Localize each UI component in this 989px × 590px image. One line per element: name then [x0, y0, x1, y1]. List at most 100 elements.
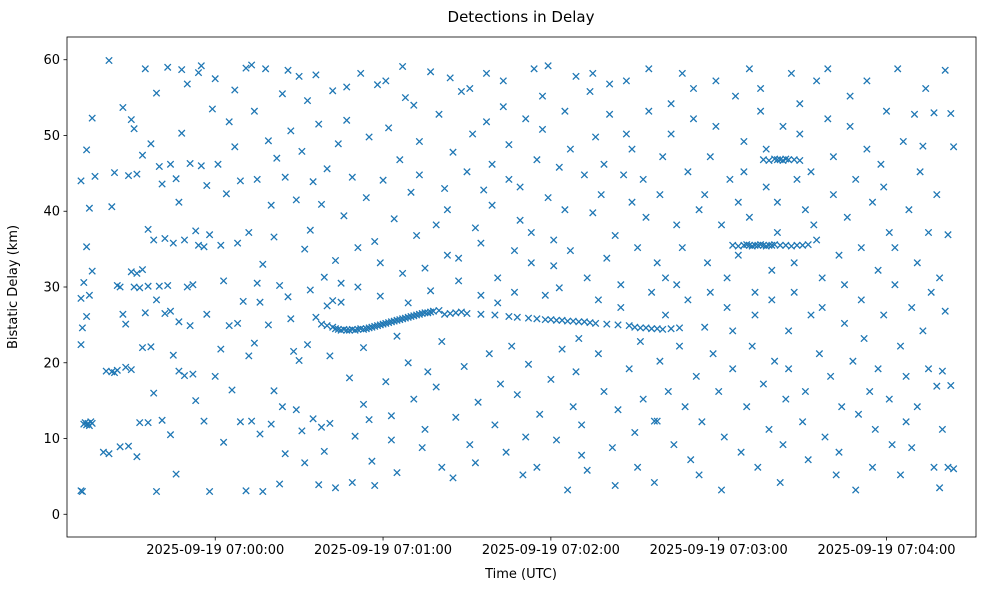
data-point-marker — [902, 372, 910, 381]
data-point-marker — [793, 241, 801, 249]
data-point-marker — [197, 162, 205, 170]
data-point-marker — [432, 383, 440, 391]
data-point-marker — [88, 114, 96, 122]
data-point-marker — [522, 433, 530, 441]
data-point-marker — [622, 77, 631, 85]
data-point-marker — [784, 365, 793, 373]
data-point-marker — [614, 321, 622, 329]
data-point-marker — [935, 274, 944, 282]
data-point-marker — [124, 171, 133, 180]
data-point-marker — [284, 293, 292, 301]
data-point-marker — [550, 236, 558, 244]
data-point-marker — [790, 288, 798, 296]
data-point-marker — [941, 307, 949, 315]
data-point-marker — [320, 273, 328, 281]
data-point-marker — [368, 457, 376, 465]
data-point-marker — [491, 311, 499, 319]
data-point-marker — [594, 296, 603, 304]
data-point-marker — [547, 375, 555, 384]
y-tick-label: 10 — [43, 432, 60, 447]
data-point-marker — [203, 310, 211, 318]
data-point-marker — [569, 403, 577, 411]
data-point-marker — [790, 259, 798, 267]
data-point-marker — [530, 65, 538, 73]
data-point-marker — [874, 365, 882, 373]
data-point-marker — [309, 415, 317, 423]
data-point-marker — [133, 453, 141, 461]
data-point-marker — [566, 246, 575, 255]
data-point-marker — [938, 367, 947, 375]
data-point-marker — [228, 386, 236, 394]
data-point-marker — [147, 140, 155, 148]
data-point-marker — [329, 296, 337, 305]
data-point-marker — [826, 372, 835, 381]
data-point-marker — [790, 156, 798, 164]
data-point-marker — [667, 100, 675, 108]
data-point-marker — [122, 320, 130, 328]
data-point-marker — [821, 433, 829, 441]
data-point-marker — [166, 307, 175, 315]
data-point-marker — [329, 87, 337, 95]
data-point-marker — [396, 156, 404, 164]
data-point-marker — [765, 156, 773, 165]
data-point-marker — [393, 468, 401, 477]
data-point-marker — [317, 320, 326, 328]
data-point-marker — [454, 254, 463, 262]
data-point-marker — [734, 242, 742, 250]
data-point-marker — [365, 133, 373, 141]
data-point-marker — [810, 221, 818, 229]
data-point-marker — [233, 319, 242, 328]
data-point-marker — [77, 177, 85, 185]
data-point-marker — [225, 118, 233, 126]
data-point-marker — [152, 89, 161, 97]
data-point-marker — [452, 413, 460, 421]
data-point-marker — [762, 183, 770, 191]
data-point-marker — [205, 487, 214, 496]
data-point-marker — [656, 357, 664, 365]
data-point-marker — [743, 403, 751, 411]
data-point-marker — [603, 254, 611, 262]
data-point-marker — [947, 381, 955, 390]
data-point-marker — [449, 148, 457, 156]
data-point-marker — [312, 313, 320, 321]
y-tick-label: 60 — [43, 53, 60, 68]
data-point-marker — [410, 101, 418, 109]
data-point-marker — [404, 359, 412, 367]
data-point-marker — [323, 321, 331, 330]
data-point-marker — [337, 279, 345, 287]
data-point-marker — [656, 190, 664, 199]
data-point-marker — [701, 323, 709, 331]
data-point-marker — [250, 107, 259, 115]
data-point-marker — [412, 231, 421, 240]
data-point-marker — [580, 318, 589, 326]
data-point-marker — [670, 440, 678, 449]
data-point-marker — [261, 65, 270, 73]
data-point-marker — [552, 316, 561, 324]
data-point-marker — [301, 245, 309, 253]
data-point-marker — [438, 337, 446, 346]
data-point-marker — [231, 86, 239, 94]
data-point-marker — [284, 66, 292, 74]
data-point-marker — [480, 186, 488, 194]
data-point-marker — [259, 487, 267, 496]
data-point-marker — [793, 175, 801, 184]
data-point-marker — [136, 418, 144, 427]
data-point-marker — [407, 188, 415, 196]
data-point-marker — [516, 216, 524, 224]
data-point-marker — [715, 387, 723, 396]
data-point-marker — [577, 451, 586, 459]
data-point-marker — [935, 484, 944, 492]
data-point-marker — [477, 310, 485, 318]
data-point-marker — [647, 325, 656, 333]
data-point-marker — [784, 327, 793, 335]
data-point-marker — [180, 371, 189, 380]
data-point-marker — [175, 318, 183, 326]
data-point-marker — [566, 145, 575, 153]
data-point-marker — [245, 352, 253, 360]
data-point-marker — [287, 315, 295, 323]
data-point-marker — [292, 406, 300, 414]
data-point-marker — [186, 159, 194, 168]
data-point-marker — [807, 311, 815, 319]
data-point-marker — [217, 241, 225, 249]
data-point-marker — [575, 318, 583, 326]
